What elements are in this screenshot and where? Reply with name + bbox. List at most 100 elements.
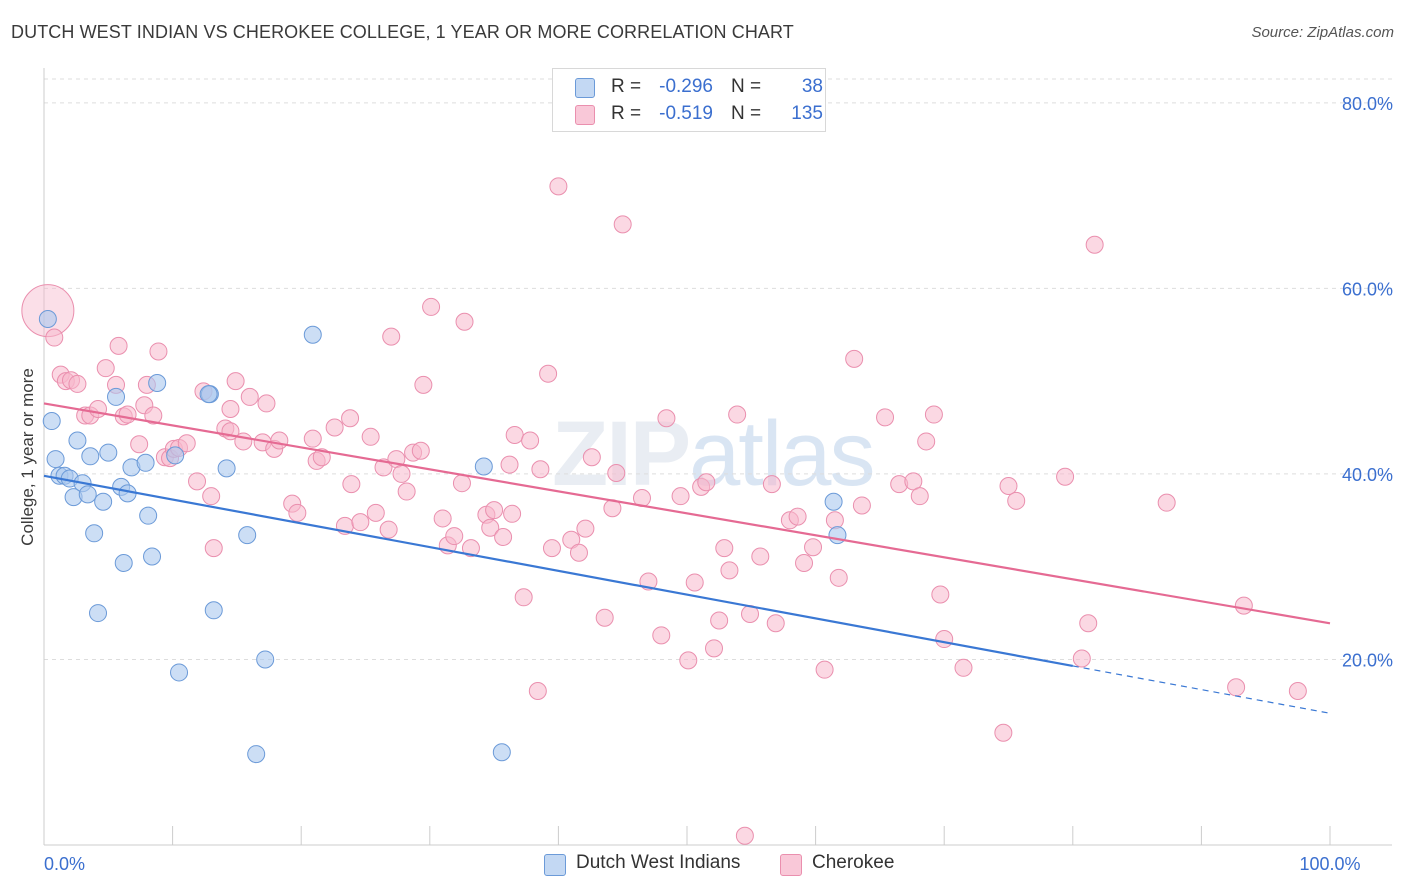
cherokee-points	[21, 177, 1307, 845]
cherokee-point	[109, 336, 128, 355]
dutch-west-indian-point	[238, 526, 257, 545]
blue-swatch	[575, 78, 595, 98]
cherokee-point	[204, 539, 223, 558]
cherokee-point	[500, 455, 519, 474]
cherokee-point	[766, 614, 785, 633]
cherokee-point	[815, 660, 834, 679]
cherokee-point	[461, 539, 480, 558]
y-tick-label: 60.0%	[1342, 279, 1393, 299]
cherokee-point	[569, 543, 588, 562]
cherokee-point	[521, 431, 540, 450]
correlation-legend: R = -0.296 N = 38 R = -0.519 N = 135	[552, 68, 826, 132]
cherokee-point	[804, 538, 823, 557]
cherokee-point	[221, 399, 240, 418]
source-credit: Source: ZipAtlas.com	[1251, 24, 1394, 41]
cherokee-point	[270, 431, 289, 450]
legend-r-value: -0.519	[659, 103, 713, 124]
dutch-west-indian-point	[46, 450, 65, 469]
cherokee-point	[705, 639, 724, 658]
cherokee-point	[715, 539, 734, 558]
dutch-west-indian-point	[143, 547, 162, 566]
cherokee-point	[361, 427, 380, 446]
legend-r-value: -0.296	[659, 76, 713, 97]
legend-n-value: 38	[801, 76, 823, 97]
dutch-west-indian-point	[114, 553, 133, 572]
dutch-west-indian-point	[78, 485, 97, 504]
cherokee-point	[149, 342, 168, 361]
cherokee-point	[240, 387, 259, 406]
dutch-west-indian-trend-line	[43, 474, 1074, 668]
watermark-atlas: atlas	[689, 403, 875, 505]
cherokee-point	[788, 507, 807, 526]
cherokee-point	[876, 408, 895, 427]
cherokee-point	[762, 475, 781, 494]
cherokee-point	[679, 651, 698, 670]
dutch-west-indian-point	[204, 601, 223, 620]
dutch-west-indian-point	[42, 412, 61, 431]
cherokee-point	[852, 496, 871, 515]
cherokee-point	[288, 503, 307, 522]
cherokee-point	[96, 359, 115, 378]
cherokee-point	[411, 441, 430, 460]
cherokee-point	[1288, 682, 1307, 700]
dutch-west-indian-point	[247, 745, 266, 764]
dutch-west-indian-point	[81, 447, 100, 466]
cherokee-point	[452, 474, 471, 493]
cherokee-point	[89, 399, 108, 418]
dutch-west-indian-point	[85, 524, 104, 543]
cherokee-point	[505, 425, 524, 444]
legend-n-label: N =	[731, 76, 762, 97]
cherokee-point	[494, 528, 513, 546]
cherokee-point	[177, 434, 196, 453]
dutch-west-indian-point	[94, 492, 113, 511]
cherokee-point	[342, 475, 361, 494]
pink-swatch	[575, 105, 595, 125]
pink-swatch	[780, 854, 802, 876]
y-tick-label: 40.0%	[1342, 465, 1393, 485]
cherokee-point	[1227, 678, 1246, 697]
legend-series-name: Cherokee	[812, 852, 895, 873]
dutch-west-indian-point	[492, 743, 511, 762]
cherokee-point	[1234, 596, 1253, 615]
cherokee-point	[1157, 493, 1176, 512]
cherokee-point	[549, 177, 568, 196]
dutch-west-indian-point	[217, 459, 236, 478]
dutch-west-indian-point	[99, 443, 118, 462]
cherokee-point	[422, 297, 441, 316]
cherokee-point	[379, 520, 398, 539]
cherokee-point	[382, 327, 401, 346]
dutch-west-indian-point	[170, 663, 189, 682]
chart-title: DUTCH WEST INDIAN VS CHEROKEE COLLEGE, 1…	[11, 22, 794, 42]
dutch-west-indian-point	[256, 650, 275, 669]
cherokee-point	[751, 547, 770, 566]
cherokee-point	[917, 432, 936, 451]
axes	[43, 68, 1392, 846]
dutch-west-indian-point	[139, 506, 158, 525]
dutch-west-indian-point	[38, 309, 57, 328]
cherokee-point	[414, 375, 433, 394]
cherokee-point	[904, 472, 923, 491]
cherokee-point	[481, 518, 500, 537]
cherokee-point	[202, 487, 221, 506]
cherokee-point	[1085, 235, 1104, 254]
cherokee-point	[910, 487, 929, 506]
cherokee-point	[671, 487, 690, 506]
cherokee-point	[45, 328, 64, 347]
dutch-west-indian-point	[136, 453, 155, 472]
cherokee-point	[1072, 649, 1091, 668]
tick-labels: 20.0% 40.0% 60.0% 80.0% 0.0% 100.0%	[44, 94, 1393, 874]
dutch-west-indian-point	[199, 385, 218, 404]
cherokee-point	[392, 464, 411, 483]
cherokee-point	[697, 473, 716, 492]
legend-n-value: 135	[791, 103, 823, 124]
trend-lines	[43, 402, 1331, 714]
cherokee-point	[433, 509, 452, 528]
cherokee-point	[685, 573, 704, 592]
cherokee-point	[576, 519, 595, 538]
blue-swatch	[544, 854, 566, 876]
cherokee-point	[829, 568, 848, 587]
cherokee-point	[341, 409, 360, 428]
cherokee-point	[728, 405, 747, 424]
cherokee-point	[257, 394, 276, 413]
